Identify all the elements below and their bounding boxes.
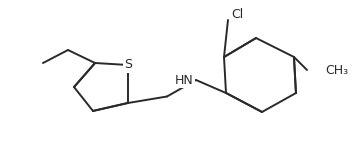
Text: CH₃: CH₃ (325, 63, 348, 77)
Text: HN: HN (174, 74, 193, 86)
Text: Cl: Cl (231, 8, 243, 21)
Text: S: S (124, 58, 132, 71)
